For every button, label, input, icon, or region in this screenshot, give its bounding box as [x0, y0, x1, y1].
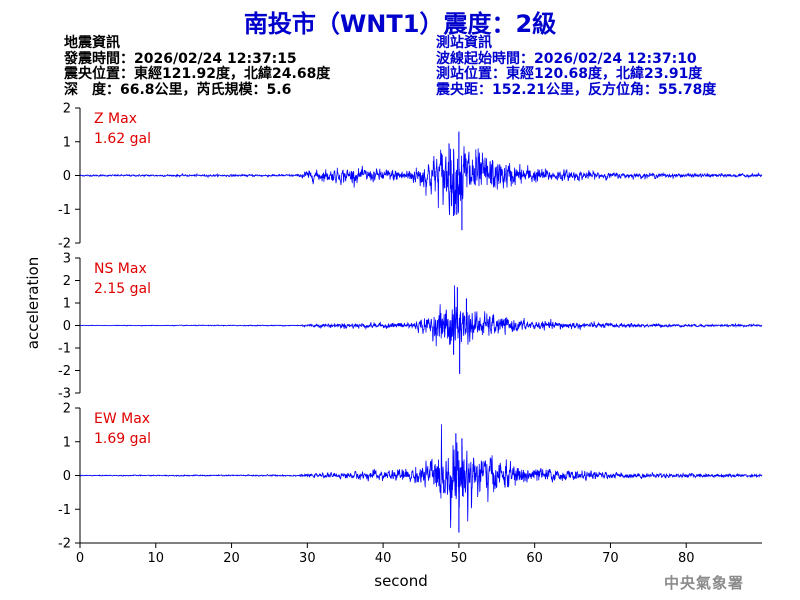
y-tick-label-ns: 3 [63, 252, 71, 267]
y-tick-label-ew: -1 [58, 503, 71, 518]
station-location: 測站位置：東經120.68度，北緯23.91度 [436, 66, 703, 82]
y-tick-label-ew: 2 [63, 402, 71, 417]
y-tick-label-z: 0 [63, 169, 71, 184]
y-tick-label-z: -2 [58, 237, 71, 252]
y-tick-label-ns: 1 [63, 297, 71, 312]
epicentral-distance: 震央距：152.21公里，反方位角：55.78度 [436, 81, 717, 98]
x-tick-label: 50 [451, 551, 468, 566]
waveform-ns [80, 285, 763, 347]
component-label-ew: EW Max [94, 411, 150, 427]
station-info: 測站資訊 波線起始時間：2026/02/24 12:37:10 測站位置：東經1… [436, 35, 717, 98]
y-axis-label: acceleration [24, 257, 42, 349]
y-tick-label-ns: -1 [58, 342, 71, 357]
agency-watermark: 中央氣象署 [663, 574, 744, 592]
earthquake-info: 地震資訊 發震時間：2026/02/24 12:37:15 震央位置：東經121… [64, 35, 331, 98]
x-tick-label: 60 [526, 551, 543, 566]
x-tick-label: 20 [223, 551, 240, 566]
y-tick-label-ew: -2 [58, 537, 71, 552]
waveform-ew [79, 424, 763, 528]
y-tick-label-ns: 0 [63, 319, 71, 334]
x-tick-label: 30 [299, 551, 316, 566]
waveform-z [79, 146, 763, 215]
component-label-z: Z Max [94, 111, 137, 127]
x-tick-label: 80 [678, 551, 695, 566]
earthquake-info-heading: 地震資訊 [64, 35, 120, 51]
y-tick-label-z: -1 [58, 203, 71, 218]
max-value-ns: 2.15 gal [94, 281, 151, 297]
y-tick-label-ns: -3 [58, 387, 71, 402]
chart-title: 南投市（WNT1）震度：2級 [243, 10, 557, 38]
y-tick-label-z: 2 [63, 102, 71, 117]
origin-time: 發震時間：2026/02/24 12:37:15 [64, 50, 297, 67]
station-info-heading: 測站資訊 [436, 35, 492, 51]
y-tick-label-z: 1 [63, 135, 71, 150]
component-label-ns: NS Max [94, 261, 147, 277]
y-tick-label-ew: 0 [63, 469, 71, 484]
depth-magnitude: 深 度：66.8公里，芮氏規模：5.6 [64, 81, 292, 98]
wave-start-time: 波線起始時間：2026/02/24 12:37:10 [436, 50, 697, 67]
epicenter-location: 震央位置：東經121.92度，北緯24.68度 [64, 66, 331, 82]
y-tick-label-ns: 2 [63, 274, 71, 289]
max-value-ew: 1.69 gal [94, 431, 151, 447]
y-tick-label-ns: -2 [58, 364, 71, 379]
y-tick-label-ew: 1 [63, 435, 71, 450]
x-tick-label: 70 [602, 551, 619, 566]
x-tick-label: 0 [76, 551, 84, 566]
x-axis-label: second [374, 572, 428, 590]
max-value-z: 1.62 gal [94, 131, 151, 147]
x-tick-label: 10 [148, 551, 165, 566]
x-tick-label: 40 [375, 551, 392, 566]
